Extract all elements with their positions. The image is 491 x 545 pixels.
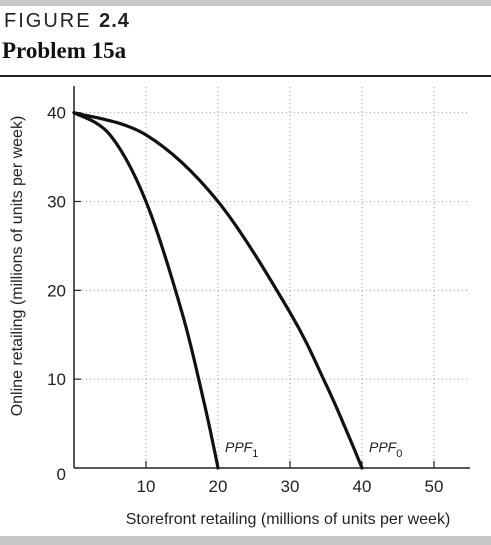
x-tick-label: 50 — [425, 477, 444, 496]
x-tick-label: 10 — [137, 477, 156, 496]
x-tick-label: 20 — [209, 477, 228, 496]
title-rule — [0, 75, 491, 77]
figure-label-text: FIGURE — [4, 10, 92, 32]
curve-labels: PPF0 PPF1 — [225, 439, 402, 460]
curve-label-ppf1: PPF1 — [225, 439, 258, 460]
top-rule — [0, 0, 491, 6]
y-tick-label: 30 — [47, 192, 66, 211]
y-tick-label: 0 — [57, 465, 66, 484]
y-axis-label: Online retailing (millions of units per … — [9, 116, 26, 417]
curves — [72, 111, 364, 470]
curve-ppf0 — [72, 111, 364, 470]
y-tick-label: 10 — [47, 370, 66, 389]
axes — [73, 86, 470, 469]
figure-label: FIGURE 2.4 — [4, 10, 130, 33]
figure-title: Problem 15a — [2, 38, 127, 63]
x-axis-label: Storefront retailing (millions of units … — [126, 511, 451, 528]
x-tick-label: 30 — [281, 477, 300, 496]
bottom-rule — [0, 536, 491, 545]
x-tick-label: 40 — [353, 477, 372, 496]
curve-ppf1 — [72, 111, 220, 470]
y-tick-label: 40 — [47, 104, 66, 123]
figure-number: 2.4 — [99, 10, 130, 32]
y-tick-label: 20 — [47, 281, 66, 300]
curve-label-ppf0: PPF0 — [369, 439, 402, 460]
tick-labels: 10 20 30 40 50 0 10 20 30 40 — [47, 104, 443, 496]
grid — [74, 86, 470, 468]
